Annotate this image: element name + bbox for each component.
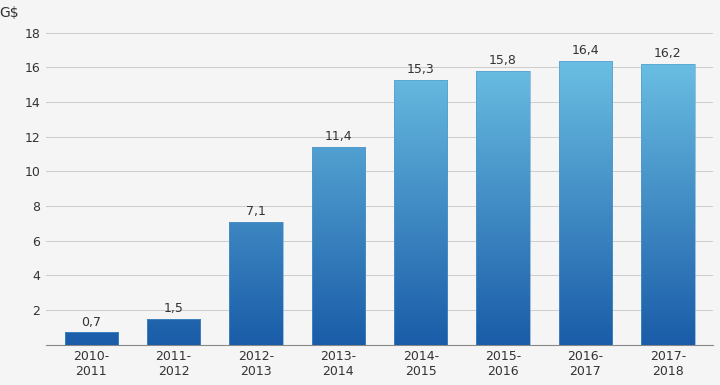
Bar <box>641 64 695 345</box>
Text: 15,8: 15,8 <box>489 54 517 67</box>
Text: 16,2: 16,2 <box>654 47 682 60</box>
Text: 0,7: 0,7 <box>81 316 102 328</box>
Bar <box>65 332 118 345</box>
Text: 15,3: 15,3 <box>407 63 435 76</box>
Bar <box>477 71 530 345</box>
Bar <box>229 221 283 345</box>
Bar <box>312 147 365 345</box>
Text: 11,4: 11,4 <box>325 130 352 143</box>
Bar <box>559 60 612 345</box>
Text: 7,1: 7,1 <box>246 205 266 218</box>
Bar <box>394 80 447 345</box>
Text: G$: G$ <box>0 6 19 20</box>
Text: 1,5: 1,5 <box>163 302 184 315</box>
Text: 16,4: 16,4 <box>572 44 599 57</box>
Bar <box>147 318 200 345</box>
